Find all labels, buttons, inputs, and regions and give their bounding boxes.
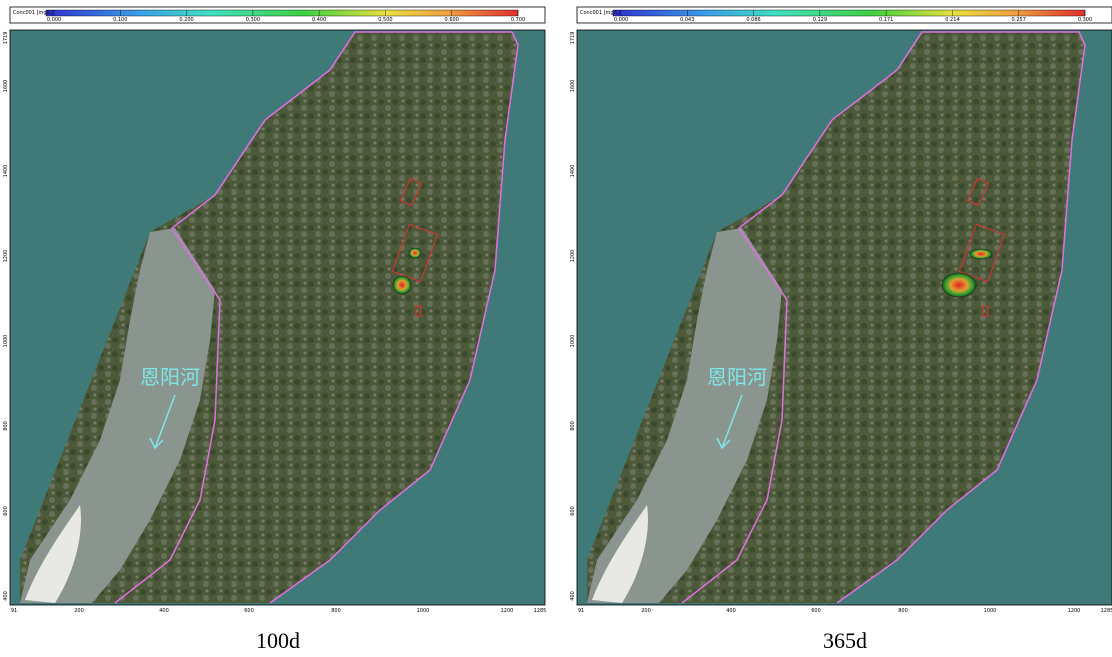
y-tick-label: 800 <box>3 421 9 431</box>
river-label: 恩阳河 <box>140 365 200 389</box>
y-tick-label: 400 <box>570 591 576 601</box>
colorbar-tick-label: 0.129 <box>813 17 827 23</box>
colorbar-tick-label: 0.400 <box>312 17 326 23</box>
y-tick-label: 800 <box>570 421 576 431</box>
x-tick-label: 1285 <box>1101 608 1112 614</box>
y-tick-label: 600 <box>3 506 9 516</box>
plume <box>970 249 992 259</box>
plume <box>942 273 976 297</box>
x-tick-label: 600 <box>811 608 821 614</box>
y-tick-label: 1000 <box>3 335 9 348</box>
colorbar-label: Conc001 [mg/L] <box>13 10 53 16</box>
colorbar-label: Conc001 [mg/L] <box>580 10 620 16</box>
colorbar-tick-label: 0.000 <box>47 17 61 23</box>
y-tick-label: 1400 <box>3 165 9 178</box>
x-tick-label: 91 <box>11 608 17 614</box>
caption: 365d <box>823 628 867 653</box>
map-panel: Conc001 [mg/L]0.000 0.043 0.086 0.129 0.171 0… <box>570 7 1112 653</box>
y-tick-label: 1200 <box>570 250 576 263</box>
colorbar-tick-label: 0.000 <box>614 17 628 23</box>
plume <box>393 276 411 294</box>
x-tick-label: 1285 <box>534 608 547 614</box>
colorbar-tick-label: 0.171 <box>879 17 893 23</box>
plume <box>409 248 421 258</box>
x-tick-label: 1200 <box>1068 608 1081 614</box>
x-tick-label: 200 <box>74 608 84 614</box>
y-tick-label: 1600 <box>570 80 576 93</box>
x-tick-label: 200 <box>641 608 651 614</box>
map-panel: Conc001 [mg/L]0.000 0.100 0.200 0.300 0.400 0… <box>3 7 546 653</box>
caption: 100d <box>256 628 300 653</box>
y-tick-label: 1200 <box>3 250 9 263</box>
colorbar-tick-label: 0.300 <box>246 17 260 23</box>
colorbar-tick-label: 0.200 <box>179 17 193 23</box>
colorbar-tick-label: 0.086 <box>746 17 760 23</box>
colorbar-tick-label: 0.700 <box>511 17 525 23</box>
colorbar-tick-label: 0.600 <box>445 17 459 23</box>
colorbar-tick-label: 0.257 <box>1012 17 1026 23</box>
y-tick-label: 1600 <box>3 80 9 93</box>
x-tick-label: 400 <box>726 608 736 614</box>
y-tick-label: 1400 <box>570 165 576 178</box>
figure: Conc001 [mg/L]0.0000.1000.2000.3000.4000… <box>0 0 1112 657</box>
y-tick-label: 600 <box>570 506 576 516</box>
colorbar-tick-label: 0.300 <box>1078 17 1092 23</box>
colorbar-tick-label: 0.100 <box>113 17 127 23</box>
colorbar-tick-label: 0.500 <box>378 17 392 23</box>
x-tick-label: 600 <box>244 608 254 614</box>
x-tick-label: 800 <box>331 608 341 614</box>
y-tick-label: 1719 <box>570 32 576 45</box>
x-tick-label: 1000 <box>417 608 430 614</box>
x-tick-label: 1200 <box>501 608 514 614</box>
river-label: 恩阳河 <box>707 365 767 389</box>
y-tick-label: 1719 <box>3 32 9 45</box>
y-tick-label: 1000 <box>570 335 576 348</box>
x-tick-label: 1000 <box>984 608 997 614</box>
colorbar-tick-label: 0.214 <box>945 17 959 23</box>
colorbar <box>613 10 1085 16</box>
x-tick-label: 91 <box>578 608 584 614</box>
x-tick-label: 800 <box>898 608 908 614</box>
x-tick-label: 400 <box>159 608 169 614</box>
colorbar-tick-label: 0.043 <box>680 17 694 23</box>
colorbar <box>46 10 518 16</box>
y-tick-label: 400 <box>3 591 9 601</box>
